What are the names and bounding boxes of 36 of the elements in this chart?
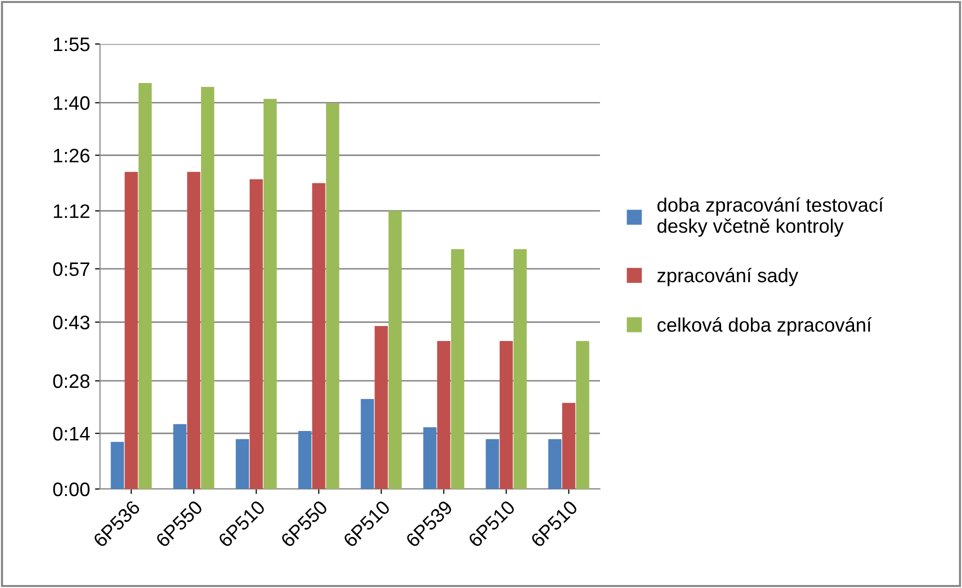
bar xyxy=(173,424,186,489)
bar xyxy=(500,341,513,489)
bar xyxy=(451,249,464,489)
bar xyxy=(562,402,576,489)
bar xyxy=(124,172,138,489)
y-tick-label: 1:40 xyxy=(54,96,90,110)
bar xyxy=(486,439,499,489)
bar xyxy=(326,103,340,489)
bar xyxy=(110,442,124,489)
bar xyxy=(388,210,402,489)
bar xyxy=(264,98,277,489)
bar xyxy=(437,341,450,489)
bar xyxy=(514,249,527,489)
bar xyxy=(374,326,388,489)
bar xyxy=(236,439,249,489)
bar xyxy=(423,427,436,489)
y-tick-label: 1:12 xyxy=(54,204,90,218)
bar xyxy=(298,431,312,489)
y-tick-label: 0:28 xyxy=(53,374,90,388)
legend-label: zpracování sady xyxy=(657,268,798,286)
y-tick-label: 0:43 xyxy=(53,316,90,330)
bar xyxy=(360,398,374,489)
bar xyxy=(576,341,590,489)
y-tick-label: 1:55 xyxy=(54,38,90,52)
bar xyxy=(187,172,200,489)
bar xyxy=(201,86,214,489)
bar xyxy=(548,439,562,489)
legend-label: celková doba zpracování xyxy=(657,317,872,336)
bar xyxy=(138,83,152,489)
y-tick-label: 0:14 xyxy=(53,426,90,441)
bar xyxy=(250,179,263,489)
y-tick-label: 0:00 xyxy=(53,482,90,496)
legend-label: doba zpracování testovací desky včetně kontroly xyxy=(657,197,884,237)
y-tick-label: 0:57 xyxy=(53,262,90,276)
y-tick-label: 1:26 xyxy=(54,148,90,162)
bar xyxy=(312,183,326,489)
